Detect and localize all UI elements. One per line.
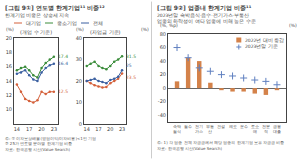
svg-text:16: 16 [6, 63, 12, 69]
svg-text:자료: 한국은행 시산(Value Search): 자료: 한국은행 시산(Value Search) [157, 146, 222, 151]
svg-text:20: 20 [6, 35, 12, 41]
svg-text:(%): (%) [6, 27, 14, 32]
svg-text:18: 18 [6, 49, 12, 55]
svg-text:30: 30 [76, 56, 82, 62]
svg-text:40: 40 [160, 58, 166, 64]
svg-text:20: 20 [38, 126, 44, 132]
svg-text:숙박음식: 숙박음식 [173, 124, 181, 134]
svg-text:16.4: 16.4 [58, 61, 68, 66]
svg-text:20: 20 [76, 78, 82, 84]
svg-text:전문직: 전문직 [262, 124, 270, 134]
svg-text:0: 0 [163, 85, 166, 91]
svg-text:중소기업: 중소기업 [57, 20, 77, 26]
svg-text:[그림 9①] 연도별 한계기업¹¹ 비중¹²: [그림 9①] 연도별 한계기업¹¹ 비중¹² [5, 4, 105, 12]
svg-text:대기업: 대기업 [26, 20, 41, 26]
svg-text:2023년말 기준: 2023년말 기준 [245, 44, 278, 49]
svg-text:-40: -40 [158, 112, 166, 118]
svg-text:12.5: 12.5 [58, 89, 68, 94]
svg-text:금융대출: 금융대출 [273, 124, 281, 134]
svg-text:주: 1) 각 업종 전체 자금금에서 해당 업종의 한계기: 주: 1) 각 업종 전체 자금금에서 해당 업종의 한계기업 보유 자금금 비… [157, 140, 284, 145]
svg-text:17: 17 [26, 126, 32, 132]
svg-text:17: 17 [95, 126, 101, 132]
svg-text:2022년 대비 증감: 2022년 대비 증감 [245, 38, 284, 43]
svg-text:23: 23 [51, 126, 57, 132]
svg-text:14: 14 [14, 126, 20, 132]
svg-text:10: 10 [76, 99, 82, 105]
svg-text:23.5: 23.5 [126, 75, 136, 80]
svg-text:14: 14 [6, 78, 12, 84]
svg-text:도소매: 도소매 [251, 124, 259, 134]
svg-text:40: 40 [76, 35, 82, 41]
svg-text:음수: 음수 [184, 124, 192, 129]
svg-text:운수: 운수 [240, 124, 248, 129]
svg-text:건설: 건설 [217, 124, 225, 129]
svg-text:20: 20 [107, 126, 113, 132]
svg-text:20: 20 [160, 71, 166, 77]
svg-text:80: 80 [160, 31, 166, 37]
svg-text:제조: 제조 [229, 124, 237, 129]
svg-text:14: 14 [84, 126, 90, 132]
svg-text:(개업 수 기준): (개업 수 기준) [20, 29, 52, 35]
svg-text:자료: 한국은행 시산(Value Search): 자료: 한국은행 시산(Value Search) [5, 147, 70, 152]
svg-text:2023년말 숙박음식·음수·전기가스·부동산업종의 하락성: 2023년말 숙박음식·음수·전기가스·부동산업종의 하락성이 여타 업종에 비… [157, 13, 256, 24]
svg-text:(%): (%) [76, 27, 84, 32]
svg-text:전기가스: 전기가스 [195, 124, 203, 134]
svg-text:(자업금 기준): (자업금 기준) [90, 29, 121, 35]
svg-text:12: 12 [6, 92, 12, 98]
svg-text:주: ① 이자보상배율(영업이익/이자비용)<1인 기업②: 주: ① 이자보상배율(영업이익/이자비용)<1인 기업② 25가 연도별 분야… [5, 136, 96, 146]
svg-text:60: 60 [160, 44, 166, 50]
svg-text:(%): (%) [141, 27, 149, 32]
svg-text:한계기업 비중은 상승세 지속: 한계기업 비중은 상승세 지속 [5, 13, 69, 18]
svg-text:(%): (%) [289, 23, 297, 28]
svg-text:[그림 9②] 업종내 한계기업 비중¹¹: [그림 9②] 업종내 한계기업 비중¹¹ [157, 4, 252, 12]
svg-text:부동산: 부동산 [206, 124, 214, 134]
svg-text:-20: -20 [158, 98, 166, 104]
svg-text:0: 0 [79, 121, 82, 127]
svg-text:31.5: 31.5 [126, 54, 136, 59]
svg-text:전체: 전체 [93, 20, 103, 26]
svg-text:23: 23 [119, 126, 125, 132]
svg-text:(%, %p): (%, %p) [160, 23, 178, 28]
svg-text:17.4: 17.4 [58, 54, 68, 59]
svg-text:10: 10 [6, 106, 12, 112]
svg-text:25: 25 [126, 63, 132, 68]
